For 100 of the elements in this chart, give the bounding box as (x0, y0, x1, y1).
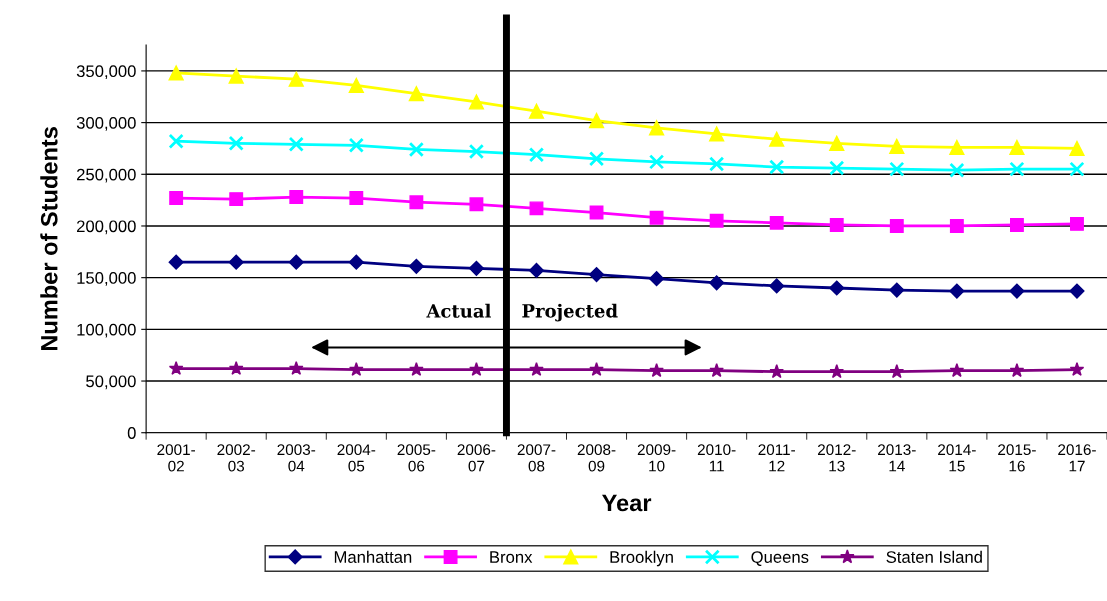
x-tick-label: 2006- 07 (457, 444, 496, 472)
point (949, 162, 965, 178)
point (348, 77, 364, 94)
point (829, 364, 845, 379)
annotation: Actual (426, 303, 491, 318)
x-tick-label: 2012- 13 (817, 444, 856, 472)
point (228, 254, 244, 270)
point (408, 141, 425, 158)
y-tick-label: 50,000 (86, 375, 136, 390)
point (1069, 140, 1085, 157)
point (408, 258, 424, 274)
legend-label: Manhattan (334, 550, 412, 563)
point (889, 138, 905, 155)
x-tick-label: 2008- 09 (577, 444, 616, 472)
point (709, 126, 725, 142)
point (589, 362, 604, 376)
point (1009, 363, 1025, 378)
point (648, 120, 665, 136)
y-axis-title: Number of Students (40, 127, 58, 351)
point (528, 262, 545, 278)
point (588, 112, 605, 129)
x-tick-label: 2002- 03 (217, 444, 256, 472)
point (409, 362, 424, 376)
point (228, 360, 244, 375)
point (288, 71, 304, 87)
point (348, 254, 364, 270)
point (588, 266, 605, 283)
point (349, 191, 364, 206)
point (709, 213, 724, 228)
x-tick-label: 2014- 15 (938, 444, 976, 472)
point (829, 280, 845, 296)
x-tick-label: 2004- 05 (337, 444, 376, 472)
point (949, 283, 965, 299)
legend-label: Brooklyn (610, 550, 673, 567)
point (769, 215, 784, 230)
point (649, 210, 664, 225)
point (1009, 139, 1025, 156)
point (588, 151, 605, 167)
point (528, 103, 545, 119)
legend-label: Staten Island (886, 550, 982, 563)
point (169, 191, 184, 206)
point (949, 219, 964, 233)
point (649, 363, 664, 378)
point (949, 363, 965, 378)
point (528, 147, 545, 163)
point (168, 360, 184, 375)
point (648, 154, 665, 170)
point (469, 197, 484, 212)
point (168, 254, 184, 270)
legend-label: Queens (751, 551, 809, 566)
point (288, 360, 304, 375)
point (468, 260, 484, 276)
x-tick-label: 2011- 12 (758, 444, 795, 472)
point (649, 271, 665, 287)
point (469, 362, 484, 376)
point (949, 139, 965, 156)
x-tick-label: 2003- 04 (277, 444, 316, 472)
x-tick-label: 2010- 11 (697, 444, 736, 472)
x-tick-label: 2009- 10 (637, 444, 676, 472)
x-axis-title: Year (602, 494, 652, 512)
point (1069, 283, 1085, 299)
x-tick-label: 2005- 06 (397, 444, 436, 472)
y-tick-label: 200,000 (77, 220, 136, 235)
point (468, 94, 485, 110)
point (1009, 217, 1024, 232)
point (709, 363, 724, 378)
y-tick-label: 250,000 (77, 168, 136, 183)
point (288, 136, 304, 152)
x-tick-label: 2001- 02 (157, 444, 196, 472)
point (889, 219, 904, 233)
point (1070, 216, 1084, 231)
point (229, 192, 244, 207)
point (889, 282, 905, 298)
point (228, 68, 244, 84)
x-tick-label: 2016- 17 (1058, 444, 1096, 472)
point (289, 190, 304, 204)
y-tick-label: 0 (127, 427, 136, 439)
point (288, 254, 304, 270)
point (349, 362, 364, 376)
point (1069, 161, 1085, 177)
point (228, 135, 244, 151)
point (1009, 283, 1025, 299)
point (709, 156, 725, 172)
x-tick-label: 2015- 16 (998, 444, 1036, 472)
point (168, 65, 184, 81)
point (1009, 161, 1025, 177)
point (769, 278, 785, 294)
point (829, 217, 844, 232)
point (529, 362, 544, 376)
x-tick-label: 2007- 08 (517, 444, 556, 472)
point (408, 86, 425, 102)
point (769, 364, 784, 379)
point (769, 159, 785, 175)
point (889, 161, 905, 177)
point (348, 137, 364, 153)
x-tick-label: 2013- 14 (878, 444, 916, 472)
point (889, 364, 905, 379)
y-tick-label: 100,000 (77, 323, 136, 338)
y-tick-label: 350,000 (76, 65, 136, 80)
legend-label: Bronx (490, 551, 533, 563)
